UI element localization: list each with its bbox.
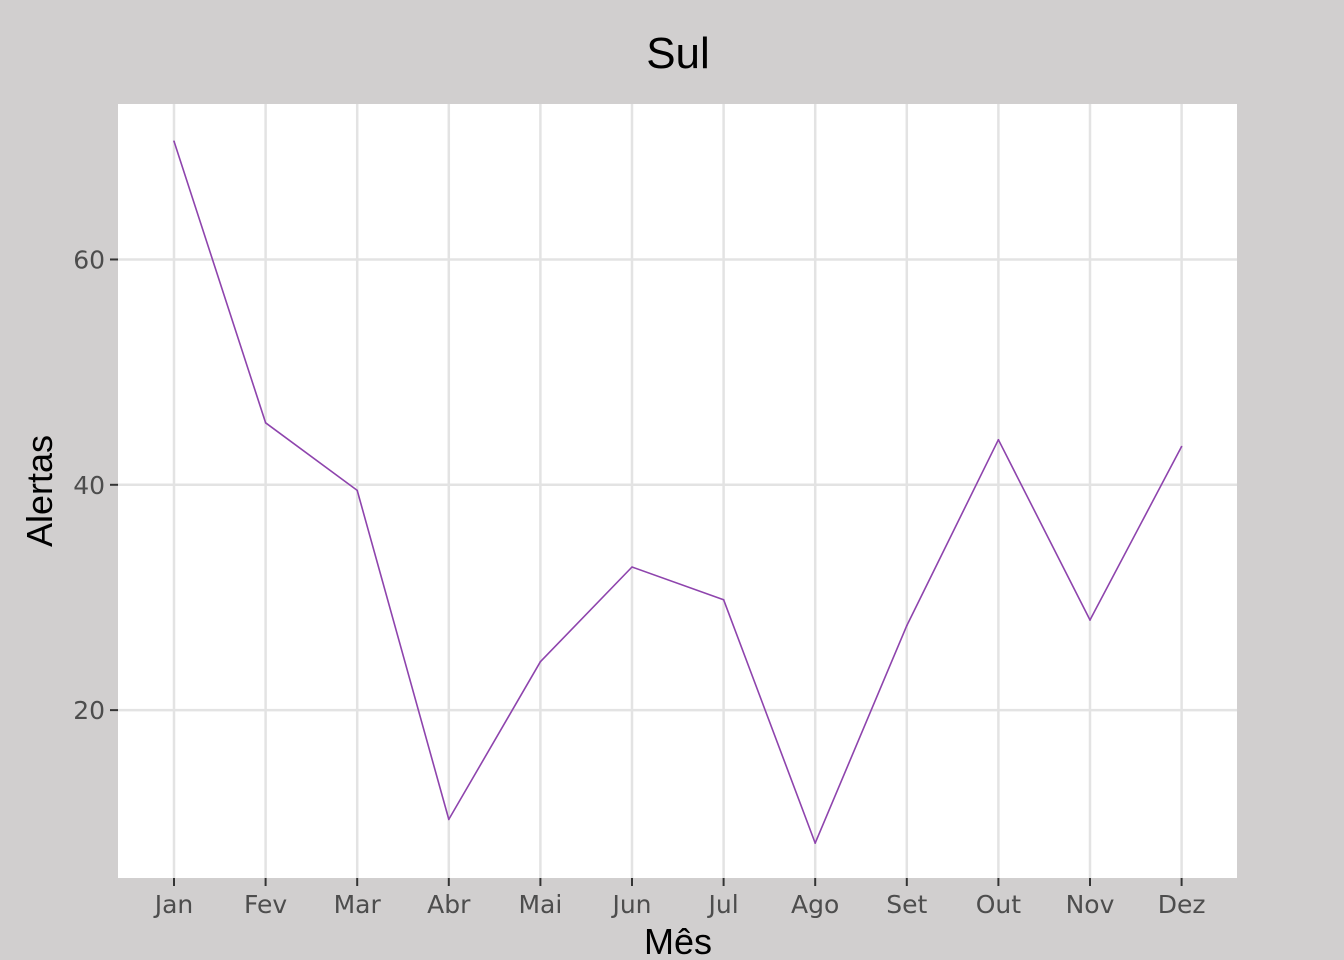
data-point (906, 624, 908, 627)
x-tick-label: Jan (153, 890, 194, 919)
data-point (448, 818, 450, 821)
data-point (997, 438, 1000, 441)
plot-panel (118, 104, 1237, 878)
series-group (173, 140, 1183, 844)
data-point (173, 140, 175, 142)
axis-ticks (110, 258, 1183, 886)
data-point (722, 598, 725, 601)
data-point (356, 489, 359, 492)
x-tick-label: Fev (244, 890, 287, 919)
x-tick-label: Mar (334, 890, 382, 919)
x-axis-title: Mês (644, 921, 712, 960)
series-line (173, 140, 1183, 844)
tick-labels: 20 40 60 Jan Fev Mar Abr Mai Jun Jul Ago Set Out Nov D… (73, 245, 1205, 919)
y-tick-label: 60 (73, 245, 105, 274)
data-point (264, 422, 267, 424)
x-tick-label: Out (976, 890, 1022, 919)
x-tick-label: Ago (791, 890, 839, 919)
x-tick-label: Dez (1158, 890, 1206, 919)
data-point (631, 566, 633, 568)
x-tick-label: Nov (1066, 890, 1115, 919)
y-tick-label: 40 (73, 471, 105, 500)
data-point (1089, 619, 1091, 621)
x-tick-label: Set (886, 890, 927, 919)
y-tick-label: 20 (73, 696, 105, 725)
y-axis-title: Alertas (19, 435, 60, 547)
x-tick-label: Abr (427, 890, 471, 919)
x-tick-label: Jul (707, 890, 739, 919)
data-point (1180, 445, 1183, 448)
data-point (814, 842, 816, 844)
grid-lines (118, 104, 1237, 878)
x-tick-label: Jun (610, 890, 651, 919)
x-tick-label: Mai (518, 890, 562, 919)
data-point (539, 660, 542, 663)
chart-title: Sul (646, 29, 710, 78)
